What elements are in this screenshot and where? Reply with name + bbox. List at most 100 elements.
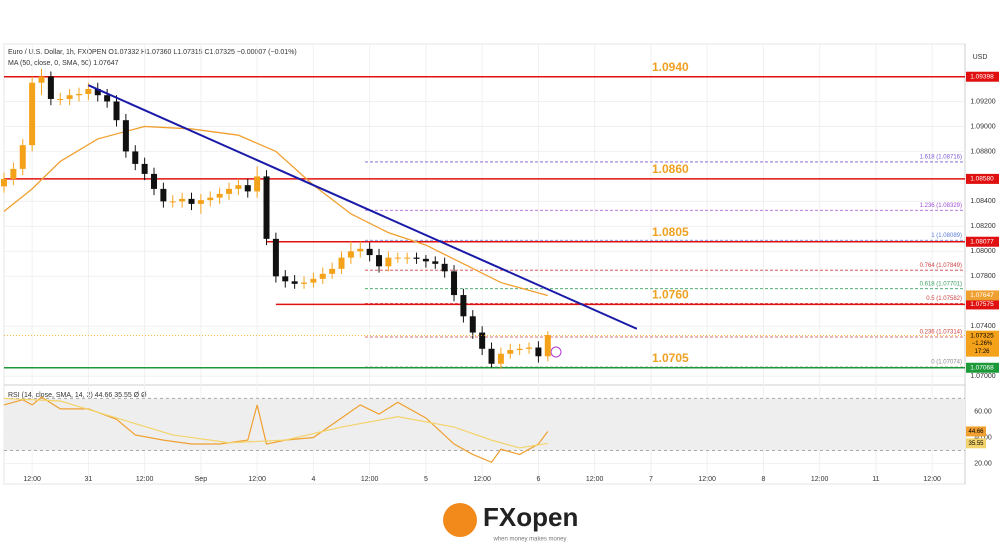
candle-body <box>113 101 120 121</box>
candle-body <box>104 95 111 102</box>
level-annotation: 1.0705 <box>652 351 689 365</box>
candle-body <box>244 185 251 192</box>
x-tick-label: 11 <box>872 476 879 483</box>
candle-body <box>122 120 129 152</box>
candle-body <box>291 281 298 284</box>
candle-body <box>179 198 186 202</box>
symbol-header: Euro / U.S. Dollar, 1h, FXOPEN O1.07332 … <box>8 49 297 56</box>
x-tick-label: 12:00 <box>23 476 41 483</box>
last-price-change: −1.26% <box>972 341 993 347</box>
x-tick-label: 12:00 <box>811 476 829 483</box>
candle-body <box>394 257 401 259</box>
candle-body <box>507 350 514 354</box>
x-tick-label: 31 <box>84 476 92 483</box>
candle-body <box>404 257 411 259</box>
y-tick-label: 1.08400 <box>970 198 995 205</box>
x-tick-label: 4 <box>311 476 315 483</box>
candle-body <box>94 88 101 96</box>
candle-body <box>432 261 439 264</box>
currency: USD <box>973 54 988 61</box>
candle-body <box>76 93 83 96</box>
candle-body <box>197 200 204 204</box>
y-tick-label: 1.08200 <box>970 223 995 230</box>
last-price-label: 1.07325 <box>970 332 994 339</box>
candle-body <box>535 347 542 357</box>
x-tick-label: 12:00 <box>473 476 491 483</box>
x-tick-label: 12:00 <box>248 476 266 483</box>
price-tag-label: 1.07068 <box>970 364 994 371</box>
candle-body <box>10 168 17 179</box>
price-tag-label: 1.08580 <box>970 176 994 183</box>
candle-body <box>479 332 486 349</box>
candle-body <box>216 193 223 198</box>
candle-body <box>141 163 148 174</box>
candle-body <box>226 188 233 194</box>
ma-line <box>3 125 548 297</box>
fib-label: 1.618 (1.08716) <box>920 154 962 160</box>
candle-body <box>497 353 504 364</box>
candle-body <box>376 255 383 267</box>
price-tag <box>966 173 999 184</box>
x-tick-label: 12:00 <box>136 476 154 483</box>
price-tag <box>966 71 999 82</box>
x-tick-label: Sep <box>195 476 208 483</box>
price-tag <box>966 236 999 247</box>
rsi-line <box>3 397 548 449</box>
candle-body <box>254 176 261 192</box>
candle-body <box>38 76 45 83</box>
x-tick-label: 6 <box>536 476 540 483</box>
candle-body <box>347 251 354 258</box>
rsi-tag-label: 44.66 <box>968 429 984 435</box>
candle-body <box>357 248 364 252</box>
candle-body <box>413 257 420 259</box>
candle-body <box>1 178 7 187</box>
logo: FXopen when money makes money <box>443 502 578 543</box>
fib-label: 0.764 (1.07849) <box>920 263 962 269</box>
candle-body <box>151 173 158 189</box>
level-annotation: 1.0805 <box>652 225 689 239</box>
price-tag <box>966 362 999 373</box>
logo-tagline: when money makes money <box>492 537 566 543</box>
x-tick-label: 7 <box>649 476 653 483</box>
candle-body <box>207 197 214 201</box>
candle-body <box>338 257 345 269</box>
candle-body <box>544 335 551 357</box>
x-tick-label: 12:00 <box>361 476 379 483</box>
level-annotation: 1.0940 <box>652 60 689 74</box>
rsi-tag-label: 35.55 <box>968 441 984 447</box>
level-annotation: 1.0860 <box>652 162 689 176</box>
fib-label: 0 (1.07074) <box>931 360 962 366</box>
x-tick-label: 8 <box>761 476 765 483</box>
y-tick-label: 1.07400 <box>970 323 995 330</box>
price-tag-label: 1.07575 <box>970 301 994 308</box>
candle-body <box>85 88 92 94</box>
x-tick-label: 5 <box>424 476 428 483</box>
event-icon <box>550 346 562 358</box>
candle-body <box>57 98 64 100</box>
candle-body <box>282 276 289 282</box>
candle-body <box>469 316 476 333</box>
candle-body <box>188 198 195 204</box>
candle-body <box>526 347 533 349</box>
price-tag-label: 1.09398 <box>970 73 994 80</box>
candle-body <box>47 76 54 99</box>
rsi-label: RSI (14, close, SMA, 14, 2) 44.66 35.55 … <box>8 392 147 399</box>
rsi-tick-label: 40.00 <box>974 434 992 441</box>
fib-label: 0.618 (1.07701) <box>920 281 962 287</box>
logo-name: FXopen <box>483 502 578 532</box>
candle-body <box>160 188 167 202</box>
candle-body <box>235 185 242 189</box>
candle-body <box>385 257 392 267</box>
candle-body <box>460 295 467 317</box>
candle-body <box>19 145 26 169</box>
ma-tag <box>966 290 999 301</box>
candle-body <box>516 348 523 351</box>
x-tick-label: 12:00 <box>586 476 604 483</box>
candle-body <box>310 278 317 283</box>
candle-body <box>29 82 36 146</box>
candle-body <box>272 238 279 277</box>
price-tag-label: 1.08077 <box>970 238 994 245</box>
y-tick-label: 1.09000 <box>970 123 995 130</box>
fib-label: 1 (1.08089) <box>931 233 962 239</box>
